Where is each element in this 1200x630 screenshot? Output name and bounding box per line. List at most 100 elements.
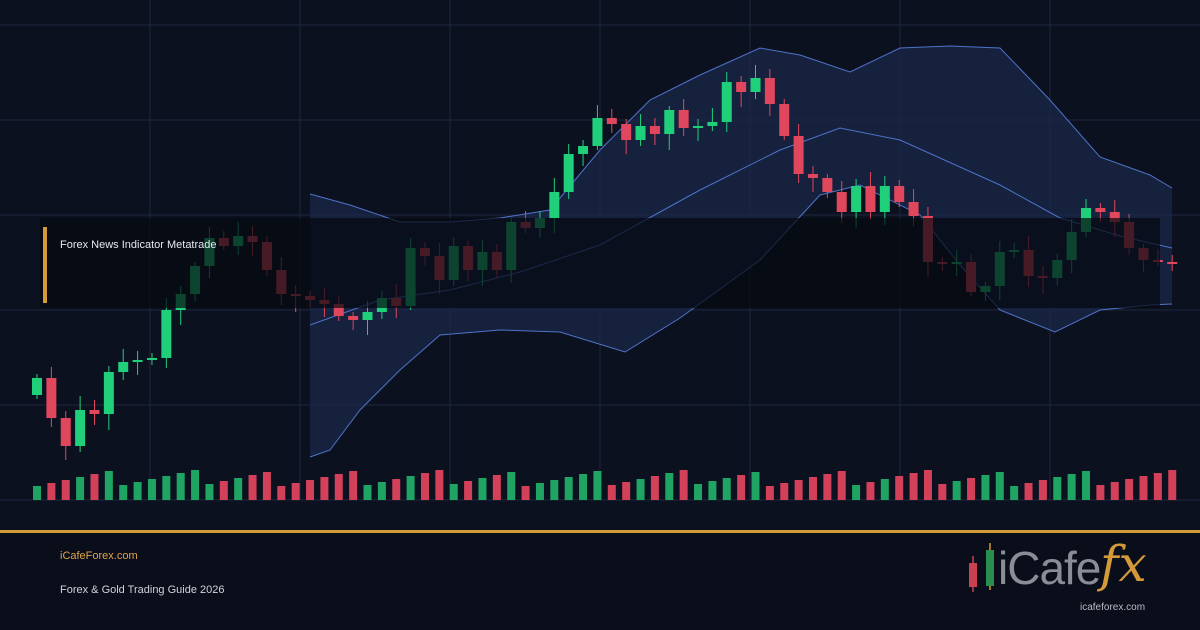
candle-body [879, 186, 890, 212]
volume-bar [406, 476, 415, 500]
candle-body [549, 192, 560, 218]
volume-bar [1110, 482, 1119, 500]
candle-body [793, 136, 804, 174]
volume-bar [808, 477, 817, 500]
candle-body [693, 126, 704, 128]
volume-bar [1067, 474, 1076, 500]
logo-word: iCafe [998, 542, 1101, 594]
candle-body [779, 104, 790, 136]
candle-body [707, 122, 718, 126]
volume-bar [535, 483, 544, 500]
candle-body [851, 186, 862, 212]
banner-title: Forex News Indicator Metatrade [60, 239, 217, 251]
candle-body [807, 174, 818, 178]
volume-bar [1024, 483, 1033, 500]
candle-body [678, 110, 689, 128]
candle-body [118, 362, 129, 372]
volume [33, 470, 1177, 500]
volume-bar [823, 474, 832, 500]
volume-bar [334, 474, 343, 500]
banner-accent [43, 227, 47, 303]
candle-body [103, 372, 114, 414]
candle-body [1095, 208, 1106, 212]
footer-bg [0, 533, 1200, 630]
volume-bar [349, 471, 358, 500]
candle-body [894, 186, 905, 202]
volume-bar [219, 481, 228, 500]
volume-bar [852, 485, 861, 500]
volume-bar [665, 473, 674, 500]
volume-bar [1010, 486, 1019, 500]
volume-bar [90, 474, 99, 500]
volume-bar [1038, 480, 1047, 500]
volume-bar [521, 486, 530, 500]
volume-bar [952, 481, 961, 500]
volume-bar [363, 485, 372, 500]
volume-bar [76, 477, 85, 500]
volume-bar [191, 470, 200, 500]
volume-bar [765, 486, 774, 500]
candle-body [348, 316, 359, 320]
volume-bar [291, 483, 300, 500]
volume-bar [492, 475, 501, 500]
candle-body [578, 146, 589, 154]
candle-body [908, 202, 919, 216]
volume-bar [995, 472, 1004, 500]
candle-body [721, 82, 732, 122]
volume-bar [981, 475, 990, 500]
volume-bar [205, 484, 214, 500]
volume-bar [607, 485, 616, 500]
volume-bar [478, 478, 487, 500]
volume-bar [751, 472, 760, 500]
volume-bar [837, 471, 846, 500]
candle-body [563, 154, 574, 192]
volume-bar [1168, 470, 1177, 500]
candle-body [89, 410, 100, 414]
candle-body [146, 358, 157, 360]
volume-bar [449, 484, 458, 500]
candle-body [75, 410, 86, 446]
candle-body [822, 178, 833, 192]
volume-bar [650, 476, 659, 500]
candle-body [664, 110, 675, 134]
volume-bar [866, 482, 875, 500]
volume-bar [61, 480, 70, 500]
candle-body [736, 82, 747, 92]
footer-site: iCafeForex.com [60, 550, 138, 562]
logo-mark: fx [1100, 535, 1147, 593]
candle-body [606, 118, 617, 124]
volume-bar [248, 475, 257, 500]
candle-body [764, 78, 775, 104]
volume-bar [880, 479, 889, 500]
volume-bar [377, 482, 386, 500]
volume-bar [1139, 476, 1148, 500]
logo-icon [969, 543, 994, 592]
volume-bar [277, 486, 286, 500]
volume-bar [234, 478, 243, 500]
volume-bar [262, 472, 271, 500]
volume-bar [1082, 471, 1091, 500]
candle-body [1167, 262, 1178, 264]
volume-bar [722, 478, 731, 500]
volume-bar [1096, 485, 1105, 500]
candle-body [46, 378, 57, 418]
divider [0, 530, 1200, 533]
candle-body [865, 186, 876, 212]
candle-body [836, 192, 847, 212]
footer-subtitle: Forex & Gold Trading Guide 2026 [60, 584, 225, 596]
volume-bar [967, 478, 976, 500]
volume-bar [1153, 473, 1162, 500]
candle-body [161, 310, 172, 358]
volume-bar [104, 471, 113, 500]
candle-body [635, 126, 646, 140]
volume-bar [794, 480, 803, 500]
candle-body [32, 378, 42, 395]
candle-body [750, 78, 761, 92]
candle-body [592, 118, 603, 146]
banner-box [40, 218, 1160, 308]
volume-bar [507, 472, 516, 500]
candle-body [649, 126, 660, 134]
volume-bar [1125, 479, 1134, 500]
volume-bar [737, 475, 746, 500]
